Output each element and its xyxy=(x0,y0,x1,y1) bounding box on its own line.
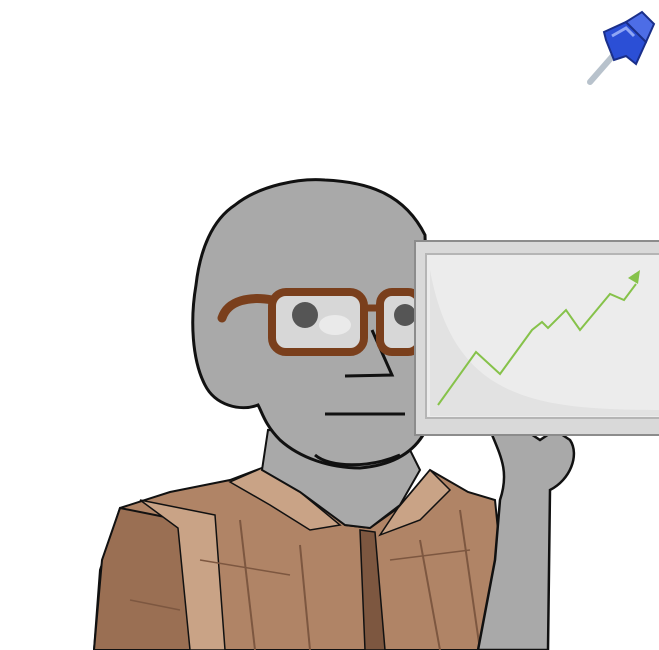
glasses xyxy=(217,288,424,356)
chart-board xyxy=(414,240,659,436)
jacket xyxy=(92,466,512,650)
pushpin-icon[interactable] xyxy=(582,10,656,90)
trend-line xyxy=(437,283,637,406)
upward-trend-arrow-icon xyxy=(628,270,640,284)
chin-line xyxy=(314,453,401,467)
